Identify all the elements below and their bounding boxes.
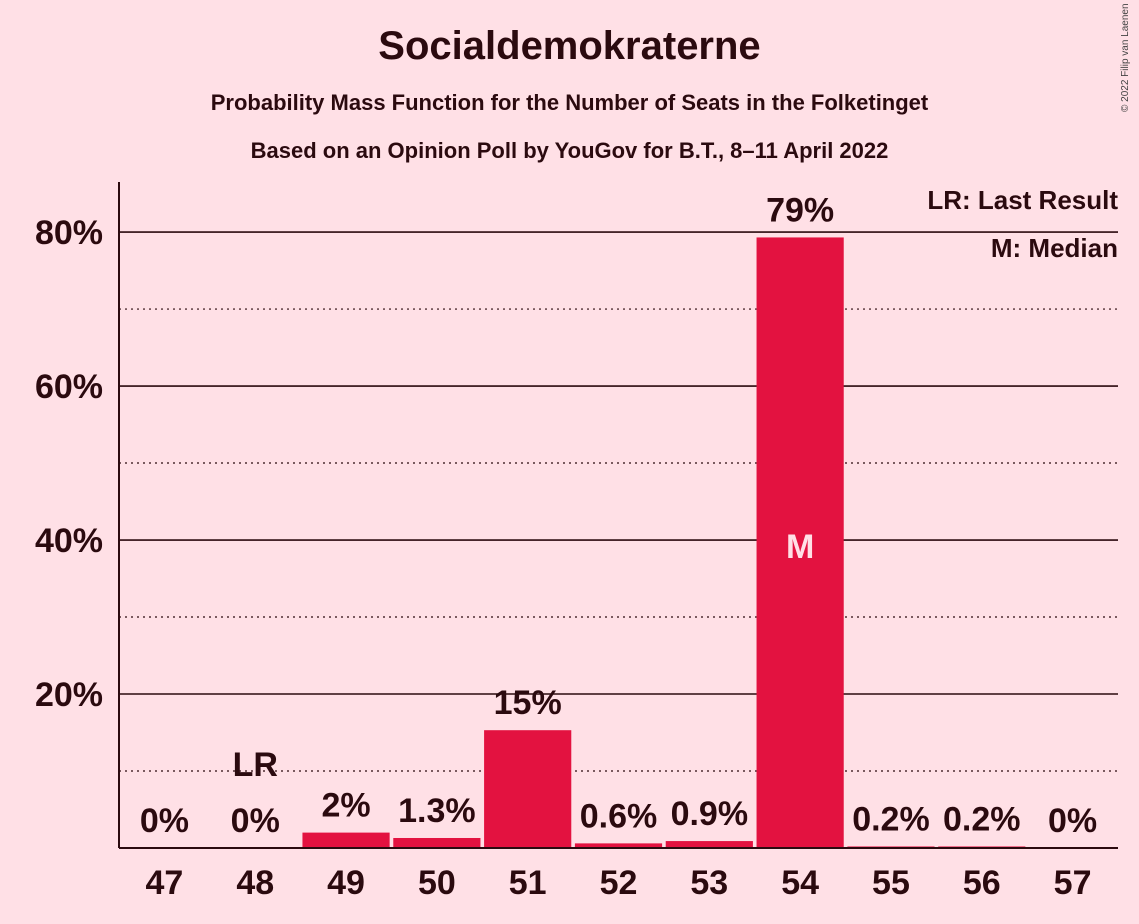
data-labels: 0% 0% 2% 1.3% 15% 0.6% 0.9% 79% 0.2% 0.2% 0% bbox=[140, 191, 1097, 840]
data-label: 0.2% bbox=[943, 800, 1021, 838]
x-tick-label: 55 bbox=[872, 864, 910, 902]
bar-54 bbox=[756, 237, 844, 848]
x-tick-label: 53 bbox=[690, 864, 728, 902]
y-tick-labels: 20% 40% 60% 80% bbox=[35, 214, 103, 714]
data-label: 15% bbox=[494, 684, 562, 722]
legend-item: LR: Last Result bbox=[927, 185, 1118, 215]
data-label: 0.2% bbox=[852, 800, 930, 838]
x-tick-label: 56 bbox=[963, 864, 1001, 902]
data-label: 0% bbox=[231, 802, 280, 840]
y-tick-label: 60% bbox=[35, 368, 103, 406]
x-tick-label: 54 bbox=[781, 864, 819, 902]
x-tick-label: 47 bbox=[145, 864, 183, 902]
x-tick-label: 52 bbox=[600, 864, 638, 902]
axes bbox=[118, 182, 1118, 849]
bar-52 bbox=[574, 843, 663, 848]
chart-subtitle-poll: Based on an Opinion Poll by YouGov for B… bbox=[250, 138, 889, 163]
x-tick-label: 49 bbox=[327, 864, 365, 902]
median-marker: M bbox=[786, 528, 814, 566]
data-label: 2% bbox=[321, 787, 370, 825]
data-label: 1.3% bbox=[398, 792, 476, 830]
x-tick-label: 51 bbox=[509, 864, 547, 902]
chart-title: Socialdemokraterne bbox=[378, 24, 761, 68]
data-label: 79% bbox=[766, 191, 834, 229]
data-label: 0% bbox=[1048, 802, 1097, 840]
y-tick-label: 20% bbox=[35, 676, 103, 714]
x-tick-label: 48 bbox=[236, 864, 274, 902]
y-tick-label: 40% bbox=[35, 522, 103, 560]
bar-50 bbox=[393, 837, 481, 848]
data-label: 0% bbox=[140, 802, 189, 840]
x-tick-labels: 47 48 49 50 51 52 53 54 55 56 57 bbox=[145, 864, 1091, 902]
bars bbox=[302, 237, 1026, 848]
bar-53 bbox=[665, 841, 753, 848]
legend: LR: Last Result M: Median bbox=[927, 185, 1118, 263]
chart-subtitle: Probability Mass Function for the Number… bbox=[210, 90, 929, 115]
x-tick-label: 50 bbox=[418, 864, 456, 902]
last-result-marker: LR bbox=[233, 746, 278, 784]
bar-49 bbox=[302, 832, 390, 848]
x-tick-label: 57 bbox=[1054, 864, 1092, 902]
bar-51 bbox=[484, 730, 572, 848]
data-label: 0.6% bbox=[580, 797, 658, 835]
markers: LR M bbox=[233, 528, 815, 784]
data-label: 0.9% bbox=[671, 795, 749, 833]
legend-item: M: Median bbox=[991, 233, 1118, 263]
gridlines bbox=[119, 231, 1118, 772]
y-tick-label: 80% bbox=[35, 214, 103, 252]
